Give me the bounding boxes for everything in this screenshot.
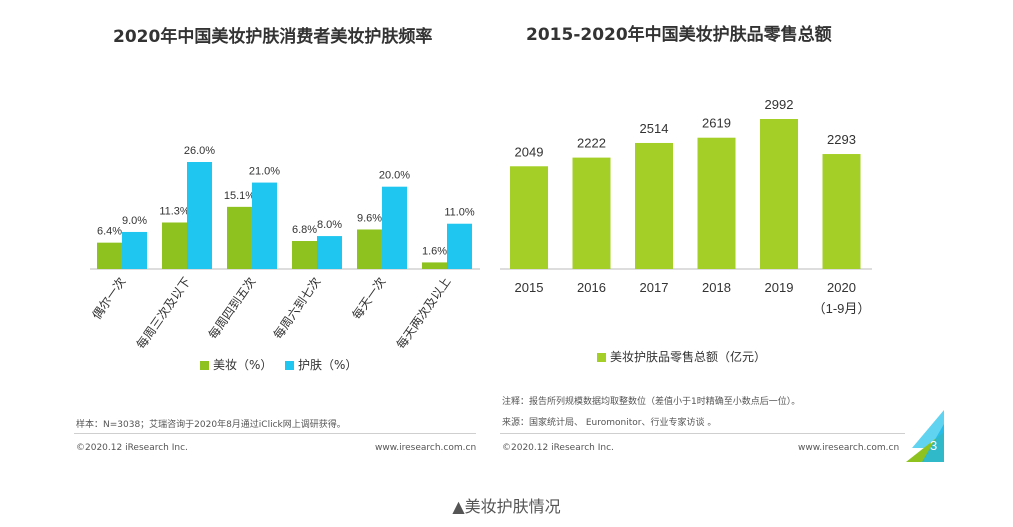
legend-skincare: 护肤（%） <box>285 356 357 373</box>
makeup-data-label: 11.3% <box>159 205 190 217</box>
makeup-bar <box>292 241 317 269</box>
right-x-tick-label: （1-9月） <box>813 301 871 316</box>
legend-skincare-label: 护肤（%） <box>298 358 358 372</box>
skincare-data-label: 9.0% <box>122 215 147 227</box>
makeup-bar <box>97 242 122 269</box>
retail-bar <box>572 157 611 269</box>
right-x-tick-label: 2019 <box>765 280 794 295</box>
legend-retail-label: 美妆护肤品零售总额（亿元） <box>610 350 767 364</box>
left-footer-divider <box>74 433 476 434</box>
left-website: www.iresearch.com.cn <box>375 443 477 453</box>
left-x-tick-label: 每周六到七次 <box>270 274 324 342</box>
right-copyright: ©2020.12 iResearch Inc. <box>502 443 614 453</box>
left-x-tick-label: 每周四到五次 <box>205 274 259 342</box>
legend-skincare-swatch <box>285 361 294 370</box>
retail-bar <box>635 142 673 269</box>
makeup-data-label: 6.4% <box>97 226 122 238</box>
left-chart-title: 2020年中国美妆护肤消费者美妆护肤频率 <box>113 27 433 47</box>
legend-makeup: 美妆（%） <box>200 356 272 373</box>
page-number: 3 <box>930 438 938 453</box>
corner-blue-triangle <box>922 424 944 462</box>
legend-makeup-label: 美妆（%） <box>213 358 273 372</box>
report-slide: 2020年中国美妆护肤消费者美妆护肤频率 6.4% 9.0% 偶尔一次 11.3% 26… <box>60 0 945 470</box>
right-note-source: 来源：国家统计局、 Euromonitor、行业专家访谈 。 <box>502 418 717 428</box>
right-footer-divider <box>500 433 905 434</box>
legend-makeup-swatch <box>200 361 209 370</box>
makeup-data-label: 1.6% <box>422 245 447 257</box>
skincare-bar <box>252 182 277 269</box>
right-x-tick-label: 2015 <box>515 280 544 295</box>
left-copyright: ©2020.12 iResearch Inc. <box>76 443 188 453</box>
retail-data-label: 2514 <box>640 121 669 136</box>
retail-data-label: 2992 <box>765 97 794 112</box>
left-x-tick-label: 每天一次 <box>349 274 389 322</box>
legend-retail-swatch <box>597 353 606 362</box>
left-x-tick-label: 每周三次及以下 <box>133 274 193 351</box>
page-corner-decoration <box>906 410 944 462</box>
retail-bar <box>510 166 548 269</box>
right-x-tick-label: 2016 <box>577 280 606 295</box>
makeup-data-label: 6.8% <box>292 224 317 236</box>
makeup-bar <box>422 262 447 269</box>
retail-data-label: 2293 <box>827 132 856 147</box>
makeup-bar <box>227 206 252 269</box>
skincare-bar <box>122 231 147 269</box>
left-x-tick-label: 偶尔一次 <box>89 274 129 322</box>
makeup-data-label: 9.6% <box>357 212 382 224</box>
retail-bar <box>697 137 736 269</box>
right-chart-title: 2015-2020年中国美妆护肤品零售总额 <box>526 25 832 45</box>
skincare-bar <box>187 162 212 269</box>
right-x-tick-label: 2017 <box>640 280 669 295</box>
skincare-data-label: 11.0% <box>444 207 475 219</box>
legend-retail: 美妆护肤品零售总额（亿元） <box>597 348 766 365</box>
retail-bar <box>760 119 798 269</box>
skincare-bar <box>317 236 342 269</box>
right-note-annotation: 注释：报告所列规模数据均取整数位（差值小于1时精确至小数点后一位）。 <box>502 397 801 407</box>
makeup-data-label: 15.1% <box>224 190 255 202</box>
skincare-data-label: 8.0% <box>317 219 342 231</box>
retail-data-label: 2619 <box>702 116 731 131</box>
figure-caption: ▲美妆护肤情况 <box>452 497 561 516</box>
retail-data-label: 2222 <box>577 136 606 151</box>
right-x-tick-label: 2020 <box>827 280 856 295</box>
right-website: www.iresearch.com.cn <box>798 443 900 453</box>
retail-bar <box>822 154 861 269</box>
skincare-bar <box>382 186 407 269</box>
skincare-data-label: 20.0% <box>379 170 410 182</box>
left-x-tick-label: 每天两次及以上 <box>393 274 453 351</box>
skincare-bar <box>447 223 472 269</box>
right-x-tick-label: 2018 <box>702 280 731 295</box>
skincare-data-label: 26.0% <box>184 145 215 157</box>
retail-data-label: 2049 <box>515 144 544 159</box>
left-sample-note: 样本：N=3038；艾瑞咨询于2020年8月通过iClick网上调研获得。 <box>76 420 346 430</box>
retail-bar-chart: 2049 2015 2222 2016 2514 2017 2619 2018 2992 2019… <box>500 97 872 316</box>
skincare-data-label: 21.0% <box>249 166 280 178</box>
frequency-bar-chart: 6.4%9.0% 偶尔一次 11.3% 26.0% 每周三次及以下 15.1% 21.0% 每… <box>89 145 480 352</box>
makeup-bar <box>357 229 382 269</box>
makeup-bar <box>162 222 187 269</box>
